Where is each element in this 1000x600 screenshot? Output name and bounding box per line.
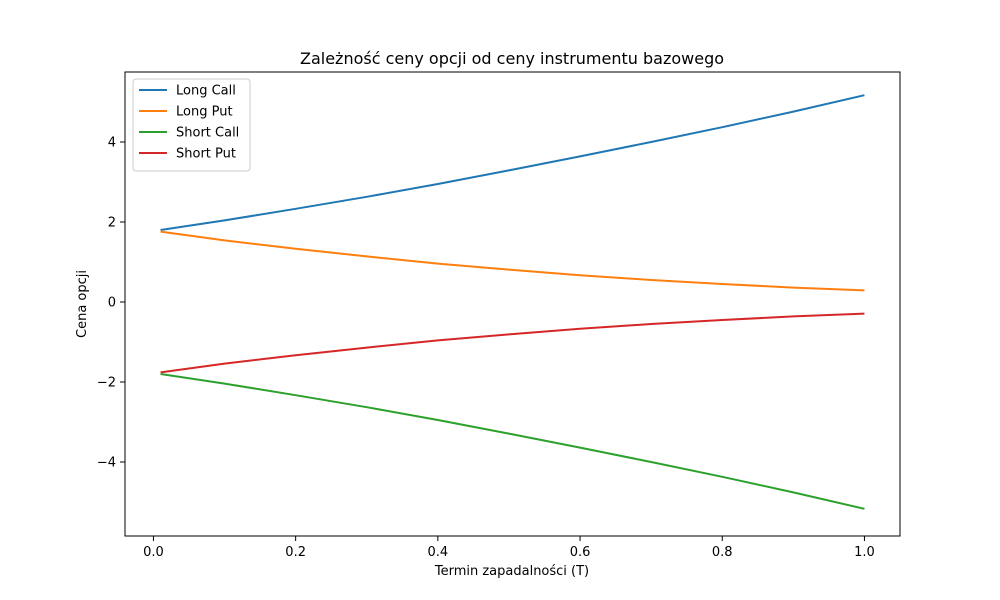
y-axis: −4 −2 0 2 4: [97, 136, 125, 471]
legend-label: Long Put: [176, 105, 233, 120]
y-tick-label: 0: [108, 296, 116, 311]
series-line-1: [160, 230, 865, 292]
series-line-3: [160, 312, 865, 374]
legend-box: [132, 78, 251, 172]
plot-area: [160, 94, 865, 510]
x-tick-label: 0.8: [712, 545, 733, 560]
x-tick-label: 0.6: [570, 545, 591, 560]
x-tick-label: 1.0: [854, 545, 875, 560]
y-tick-label: −2: [97, 376, 116, 391]
x-tick-label: 0.2: [285, 545, 306, 560]
series-line-0: [160, 94, 865, 231]
legend-label: Long Call: [176, 84, 236, 99]
legend-label: Short Put: [176, 147, 236, 162]
y-tick-label: −4: [97, 456, 116, 471]
legend-label: Short Call: [176, 126, 239, 141]
chart-title: Zależność ceny opcji od ceny instrumentu…: [300, 49, 724, 68]
legend: Long Call Long Put Short Call Short Put: [132, 78, 251, 172]
series-line-2: [160, 373, 865, 510]
y-tick-label: 2: [108, 216, 116, 231]
x-axis: 0.0 0.2 0.4 0.6 0.8 1.0: [143, 536, 875, 560]
x-tick-label: 0.4: [428, 545, 449, 560]
plot-frame: [124, 71, 901, 537]
x-tick-label: 0.0: [143, 545, 164, 560]
y-axis-label: Cena opcji: [75, 270, 90, 338]
x-axis-label: Termin zapadalności (T): [434, 564, 589, 579]
y-tick-label: 4: [108, 136, 116, 151]
